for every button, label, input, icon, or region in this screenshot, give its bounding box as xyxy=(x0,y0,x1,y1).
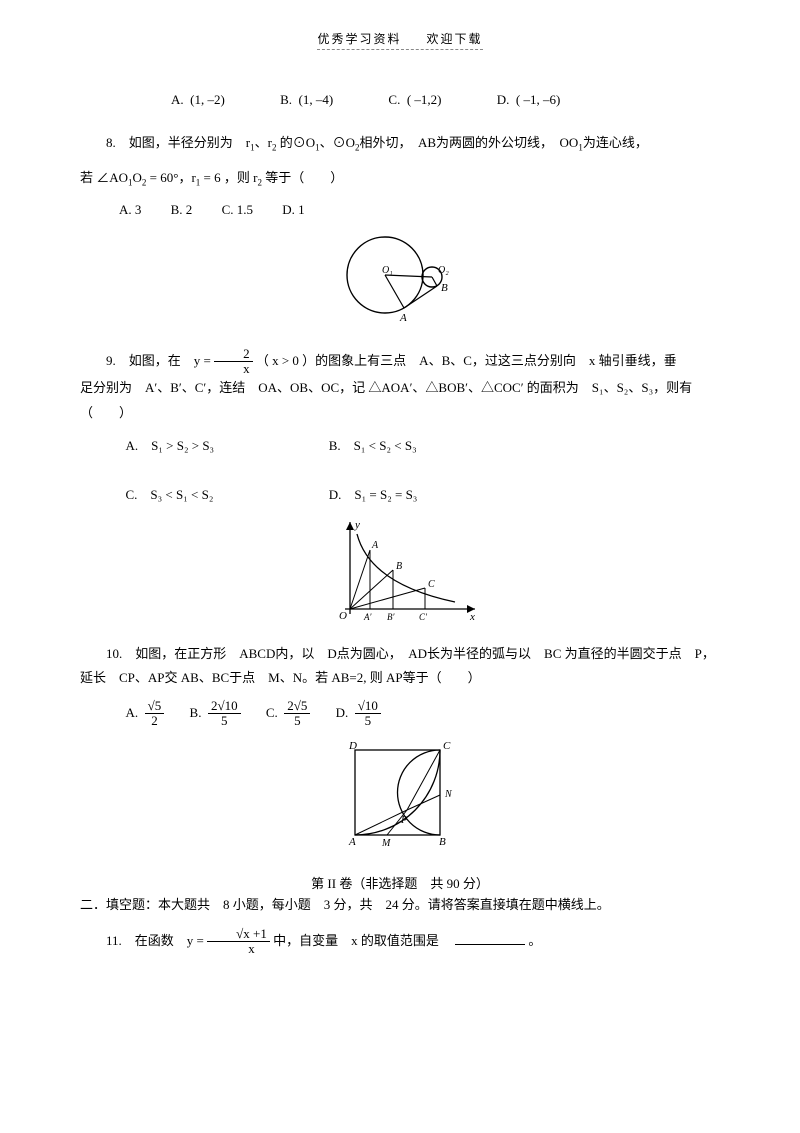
page-header: 优秀学习资料 欢迎下载 xyxy=(317,30,482,50)
q8-s4: 、⊙O xyxy=(320,135,355,150)
q8-s5: 相外切， AB为两圆的外公切线， OO xyxy=(359,135,578,150)
q8-l2e: 等于（ ） xyxy=(262,170,343,185)
q10-options: A. √52 B. 2√105 C. 2√55 D. √105 xyxy=(126,699,721,729)
q8-stem: 8. 如图，半径分别为 r1、r2 的⊙O1、⊙O2相外切， AB为两圆的外公切… xyxy=(80,131,720,157)
q9-frac-num: 2 xyxy=(214,347,253,362)
q10-a-num: √5 xyxy=(145,699,165,714)
q10-label-p: P xyxy=(400,815,407,826)
q10: 10. 如图，在正方形 ABCD内，以 D点为圆心， AD长为半径的弧与以 BC… xyxy=(80,642,720,855)
q8-label-a: A xyxy=(399,312,407,324)
q9-label-a: A xyxy=(371,540,379,551)
q10-c-num: 2√5 xyxy=(284,699,310,714)
q11-b: 中，自变量 x 的取值范围是 xyxy=(273,933,452,948)
q8-opt-c: C. 1.5 xyxy=(222,198,253,223)
q9-stem: 9. 如图，在 y = 2 x （ x > 0 ）的图象上有三点 A、B、C，过… xyxy=(80,347,720,377)
q8-label-o2: O₂ xyxy=(438,265,449,276)
q9-label-bp: B′ xyxy=(387,612,395,622)
q7-opt-c: C. ( –1,2) xyxy=(362,88,441,113)
q7-opt-a-text: (1, –2) xyxy=(190,92,225,107)
q10-a-den: 2 xyxy=(145,714,165,728)
q9-svg: y x O A B C A′ B′ C′ xyxy=(315,514,485,624)
q11-blank[interactable] xyxy=(455,931,525,945)
q10-label-n: N xyxy=(444,789,453,800)
q10-d-num: √10 xyxy=(355,699,381,714)
q11-frac-num: √x +1 xyxy=(207,927,270,942)
q7-opt-d-text: ( –1, –6) xyxy=(516,92,560,107)
q9-opt-c: C. S₃ < S₁ < S₂ xyxy=(126,483,326,508)
q10-opt-c: C. 2√55 xyxy=(266,699,311,729)
q7-opt-b: B. (1, –4) xyxy=(254,88,333,113)
q8-s3: 的⊙O xyxy=(276,135,315,150)
q11: 11. 在函数 y = √x +1 x 中，自变量 x 的取值范围是 。 xyxy=(80,927,720,957)
q10-label-c: C xyxy=(443,740,451,752)
q9-label-x: x xyxy=(469,611,475,623)
q8-l2a: 若 ∠AO xyxy=(80,170,128,185)
q7-opt-d: D. ( –1, –6) xyxy=(471,88,561,113)
q9-figure: y x O A B C A′ B′ C′ xyxy=(80,514,720,624)
q8-figure: O₁ O₂ A B xyxy=(80,229,720,329)
q8-opt-d: D. 1 xyxy=(282,198,304,223)
header-right: 欢迎下载 xyxy=(427,32,483,46)
q9-opt-d: D. S₁ = S₂ = S₃ xyxy=(329,483,529,508)
q7-opt-b-text: (1, –4) xyxy=(298,92,333,107)
q8: 8. 如图，半径分别为 r1、r2 的⊙O1、⊙O2相外切， AB为两圆的外公切… xyxy=(80,131,720,329)
q7-opt-c-text: ( –1,2) xyxy=(407,92,442,107)
q9-options: A. S₁ > S₂ > S₃ B. S₁ < S₂ < S₃ C. S₃ < … xyxy=(126,434,721,508)
q9-frac: 2 x xyxy=(214,347,253,377)
q11-frac: √x +1 x xyxy=(207,927,270,957)
q10-figure: D C A B M N P xyxy=(80,735,720,855)
q8-s1: 8. 如图，半径分别为 r xyxy=(106,135,250,150)
q11-a: 11. 在函数 y = xyxy=(106,933,204,948)
q7-opt-a: A. (1, –2) xyxy=(145,88,225,113)
q8-l2d: = 6 ，则 r xyxy=(200,170,257,185)
q8-line2: 若 ∠AO1O2 = 60°，r1 = 6 ，则 r2 等于（ ） xyxy=(80,166,720,192)
q9-opt-a: A. S₁ > S₂ > S₃ xyxy=(126,434,326,459)
q8-opt-b: B. 2 xyxy=(171,198,193,223)
q8-l2b: O xyxy=(133,170,142,185)
q11-c: 。 xyxy=(528,933,541,948)
q8-s2: 、r xyxy=(255,135,272,150)
q8-label-b: B xyxy=(441,282,448,294)
q10-label-d: D xyxy=(348,740,357,752)
q9-label-c: C xyxy=(428,579,435,590)
section2-intro: 二．填空题：本大题共 8 小题，每小题 3 分，共 24 分。请将答案直接填在题… xyxy=(80,894,720,913)
q9-s1: 9. 如图，在 y = xyxy=(106,353,211,368)
q9-opt-b: B. S₁ < S₂ < S₃ xyxy=(329,434,529,459)
q11-frac-den: x xyxy=(207,942,270,956)
q10-label-m: M xyxy=(381,838,391,849)
q10-opt-b: B. 2√105 xyxy=(190,699,241,729)
q9-label-ap: A′ xyxy=(363,612,372,622)
q10-d-den: 5 xyxy=(355,714,381,728)
q9-label-y: y xyxy=(354,519,360,531)
q10-label-b: B xyxy=(439,836,446,848)
q8-s6: 为连心线， xyxy=(583,135,648,150)
q10-b-num: 2√10 xyxy=(208,699,241,714)
q10-b-den: 5 xyxy=(208,714,241,728)
q9: 9. 如图，在 y = 2 x （ x > 0 ）的图象上有三点 A、B、C，过… xyxy=(80,347,720,624)
q8-l2c: = 60°，r xyxy=(146,170,195,185)
q9-s2: （ x > 0 ）的图象上有三点 A、B、C，过这三点分别向 x 轴引垂线，垂 xyxy=(256,353,677,368)
q9-label-o: O xyxy=(339,610,347,622)
header-left: 优秀学习资料 xyxy=(317,32,401,46)
section2-title: 第 II 卷（非选择题 共 90 分） xyxy=(80,873,720,892)
q10-svg: D C A B M N P xyxy=(325,735,475,855)
q8-label-o1: O₁ xyxy=(382,265,393,276)
q7-options: A. (1, –2) B. (1, –4) C. ( –1,2) D. ( –1… xyxy=(119,88,720,113)
q8-svg: O₁ O₂ A B xyxy=(320,229,480,329)
q8-opt-a: A. 3 xyxy=(119,198,141,223)
q10-c-den: 5 xyxy=(284,714,310,728)
q9-stem2: 足分别为 A′、B′、C′，连结 OA、OB、OC，记 △AOA′、△BOB′、… xyxy=(80,376,720,425)
q10-opt-a: A. √52 xyxy=(126,699,165,729)
q10-opt-d: D. √105 xyxy=(336,699,381,729)
q9-label-cp: C′ xyxy=(419,612,428,622)
q8-options: A. 3 B. 2 C. 1.5 D. 1 xyxy=(119,198,720,223)
q10-label-a: A xyxy=(348,836,356,848)
q9-label-b: B xyxy=(396,561,402,572)
q10-stem: 10. 如图，在正方形 ABCD内，以 D点为圆心， AD长为半径的弧与以 BC… xyxy=(80,642,720,691)
q9-frac-den: x xyxy=(214,362,253,376)
